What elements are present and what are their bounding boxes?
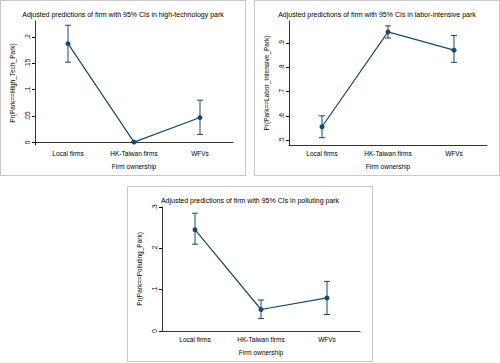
svg-text:HK-Taiwan firms: HK-Taiwan firms xyxy=(110,150,158,157)
svg-text:.7: .7 xyxy=(278,88,285,94)
svg-text:Local firms: Local firms xyxy=(306,150,338,157)
svg-text:Firm ownership: Firm ownership xyxy=(239,349,284,357)
svg-text:.5: .5 xyxy=(278,137,285,143)
svg-text:Local firms: Local firms xyxy=(52,150,84,157)
svg-text:Adjusted predictions of firm w: Adjusted predictions of firm with 95% CI… xyxy=(278,11,476,19)
svg-text:.1: .1 xyxy=(151,287,158,293)
svg-text:Pr(Park==Polluting_Park): Pr(Park==Polluting_Park) xyxy=(136,232,144,306)
svg-text:.2: .2 xyxy=(151,245,158,251)
svg-text:WFVs: WFVs xyxy=(445,150,463,157)
svg-text:Adjusted predictions of firm w: Adjusted predictions of firm with 95% CI… xyxy=(22,11,224,19)
svg-text:.3: .3 xyxy=(151,204,158,210)
svg-text:Firm ownership: Firm ownership xyxy=(112,163,157,171)
svg-text:WFVs: WFVs xyxy=(191,150,209,157)
svg-text:.6: .6 xyxy=(278,113,285,119)
svg-text:0: 0 xyxy=(151,329,158,333)
svg-text:.05: .05 xyxy=(24,111,31,120)
svg-text:WFVs: WFVs xyxy=(318,336,336,343)
svg-text:Pr(Park==Labor_Intensive_Park): Pr(Park==Labor_Intensive_Park) xyxy=(263,35,271,130)
svg-text:.2: .2 xyxy=(24,34,31,40)
svg-text:.15: .15 xyxy=(24,58,31,67)
svg-text:Adjusted predictions of firm w: Adjusted predictions of firm with 95% CI… xyxy=(161,197,340,205)
svg-text:Pr(Park==High_Tech_Park): Pr(Park==High_Tech_Park) xyxy=(9,43,17,122)
svg-text:HK-Taiwan firms: HK-Taiwan firms xyxy=(364,150,412,157)
svg-text:0: 0 xyxy=(24,140,31,144)
svg-text:Firm ownership: Firm ownership xyxy=(366,163,411,171)
svg-text:HK-Taiwan firms: HK-Taiwan firms xyxy=(237,336,285,343)
svg-text:.9: .9 xyxy=(278,40,285,46)
svg-text:Local firms: Local firms xyxy=(179,336,211,343)
svg-text:.1: .1 xyxy=(24,87,31,93)
svg-text:.8: .8 xyxy=(278,64,285,70)
